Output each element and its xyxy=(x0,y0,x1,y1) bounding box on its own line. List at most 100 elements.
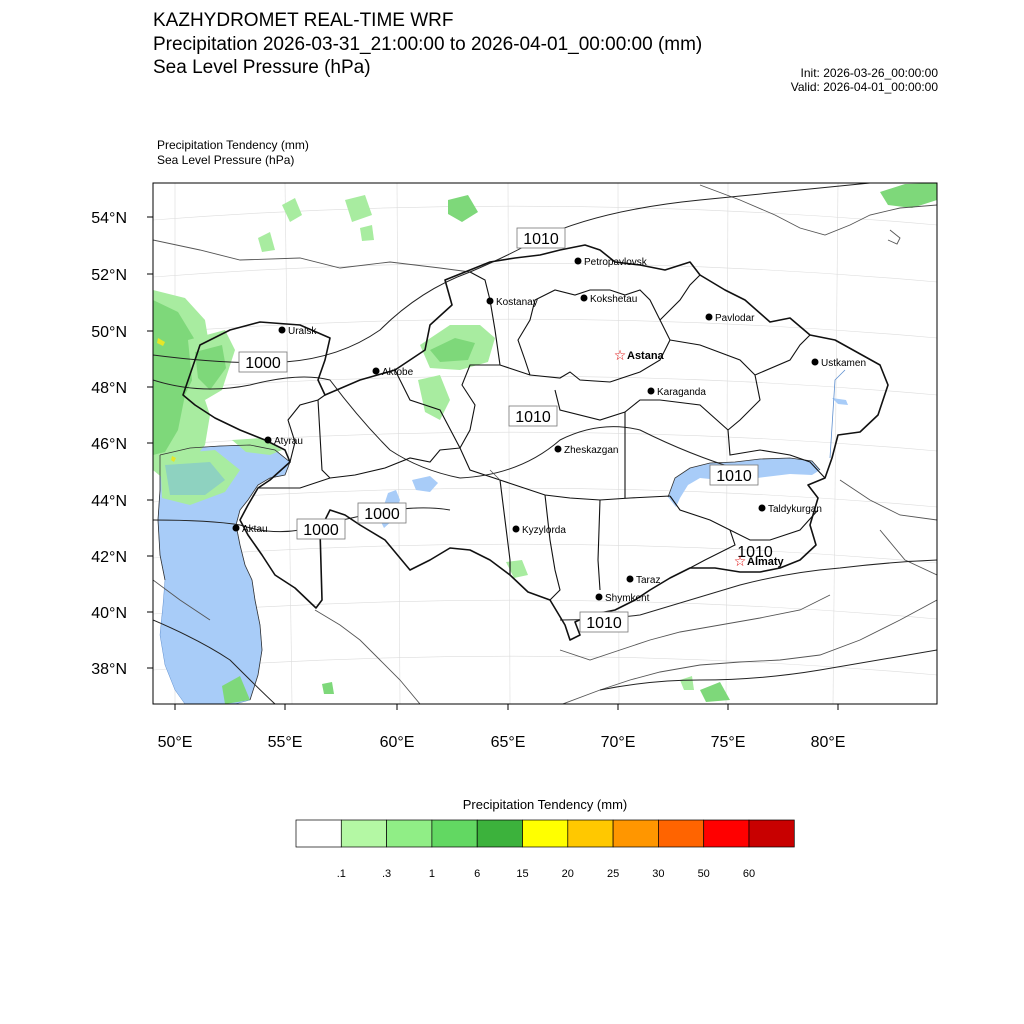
svg-text:1000: 1000 xyxy=(245,355,281,372)
colorbar-box xyxy=(522,819,569,848)
city-shymkent: Shymkent xyxy=(595,593,650,604)
svg-text:Almaty: Almaty xyxy=(747,556,785,568)
svg-text:Karaganda: Karaganda xyxy=(657,387,706,398)
foreign-borders xyxy=(153,184,937,704)
svg-text:Petropavlovsk: Petropavlovsk xyxy=(584,257,648,268)
svg-text:Aktau: Aktau xyxy=(242,524,268,535)
isobar-label: 1000 xyxy=(238,351,288,373)
lat-label: 42°N xyxy=(91,549,127,566)
colorbar-box xyxy=(340,819,387,848)
colorbar-label: 30 xyxy=(652,868,664,880)
svg-text:Kostanay: Kostanay xyxy=(496,297,538,308)
city-ustkamen: Ustkamen xyxy=(811,358,866,369)
lat-label: 44°N xyxy=(91,493,127,510)
axis-ticks xyxy=(147,216,839,710)
svg-text:1010: 1010 xyxy=(737,544,773,561)
colorbar-label: 50 xyxy=(698,868,710,880)
svg-text:Shymkent: Shymkent xyxy=(605,593,650,604)
aral-sea-north xyxy=(412,476,438,492)
map-content xyxy=(153,183,937,704)
lat-label: 54°N xyxy=(91,210,127,227)
colorbar-label: 20 xyxy=(562,868,574,880)
pressure-title: Sea Level Pressure (hPa) xyxy=(153,57,371,78)
colorbar-box xyxy=(748,819,795,848)
colorbar-label: 6 xyxy=(474,868,480,880)
city-taldykurgan: Taldykurgan xyxy=(758,504,822,515)
lake-balkhash xyxy=(668,458,820,507)
colorbar-box xyxy=(658,819,705,848)
lon-label: 55°E xyxy=(268,734,303,751)
city-atyrau: Atyrau xyxy=(264,436,303,447)
svg-text:Pavlodar: Pavlodar xyxy=(715,313,755,324)
svg-text:Aktobe: Aktobe xyxy=(382,367,414,378)
svg-text:1010: 1010 xyxy=(523,231,559,248)
lon-label: 50°E xyxy=(158,734,193,751)
svg-text:1010: 1010 xyxy=(515,409,551,426)
valid-time: Valid: 2026-04-01_00:00:00 xyxy=(790,80,938,94)
svg-text:Zheskazgan: Zheskazgan xyxy=(564,445,618,456)
legend-title: Precipitation Tendency (mm) xyxy=(463,797,628,812)
city-kokshetau: Kokshetau xyxy=(580,294,637,305)
lat-label: 38°N xyxy=(91,661,127,678)
isobar-label: 1010 xyxy=(508,405,558,427)
svg-text:1010: 1010 xyxy=(586,615,622,632)
capital-star-icon: ☆ xyxy=(734,553,747,569)
colorbar-labels: .1 .3 1 6 15 20 25 30 50 60 xyxy=(337,868,755,880)
svg-text:Uralsk: Uralsk xyxy=(288,326,317,337)
city-aktau: Aktau xyxy=(232,524,268,535)
svg-text:Astana: Astana xyxy=(627,350,665,362)
precipitation-period-title: Precipitation 2026-03-31_21:00:00 to 202… xyxy=(153,34,703,55)
svg-text:Kyzylorda: Kyzylorda xyxy=(522,525,566,536)
city-aktobe: Aktobe xyxy=(372,367,414,378)
colorbar-box xyxy=(431,819,478,848)
colorbar-box xyxy=(612,819,659,848)
precipitation-field xyxy=(153,183,937,704)
svg-text:Ustkamen: Ustkamen xyxy=(821,358,866,369)
svg-text:Kokshetau: Kokshetau xyxy=(590,294,637,305)
city-zheskazgan: Zheskazgan xyxy=(554,445,618,456)
svg-text:1000: 1000 xyxy=(303,522,339,539)
svg-text:Atyrau: Atyrau xyxy=(274,436,303,447)
capital-star-icon: ☆ xyxy=(614,347,627,363)
city-karaganda: Karaganda xyxy=(647,387,706,398)
isobar-label: 1000 xyxy=(357,502,407,524)
colorbar-box xyxy=(295,819,342,848)
city-kostanay: Kostanay xyxy=(486,297,538,308)
city-petropavlovsk: Petropavlovsk xyxy=(574,257,648,268)
colorbar-label: 15 xyxy=(516,868,528,880)
field-label-pressure: Sea Level Pressure (hPa) xyxy=(157,153,295,167)
colorbar-label: 1 xyxy=(429,868,435,880)
isobar-label: 1010 xyxy=(709,464,759,486)
isobar-label: 1000 xyxy=(296,518,346,540)
colorbar-box xyxy=(703,819,750,848)
svg-text:1010: 1010 xyxy=(716,468,752,485)
isobar-label: 1010 xyxy=(579,611,629,633)
colorbar-box xyxy=(567,819,614,848)
city-taraz: Taraz xyxy=(626,575,660,586)
isobar-label: 1010 xyxy=(737,544,773,561)
colorbar-label: 25 xyxy=(607,868,619,880)
city-pavlodar: Pavlodar xyxy=(705,313,755,324)
latitude-labels: 54°N 52°N 50°N 48°N 46°N 44°N 42°N 40°N … xyxy=(91,210,127,678)
field-label-precip: Precipitation Tendency (mm) xyxy=(157,138,309,152)
river-irtysh xyxy=(829,369,846,459)
colorbar-box xyxy=(386,819,433,848)
init-time: Init: 2026-03-26_00:00:00 xyxy=(800,66,938,80)
svg-text:Taldykurgan: Taldykurgan xyxy=(768,504,822,515)
lat-label: 40°N xyxy=(91,605,127,622)
colorbar-box xyxy=(476,819,523,848)
lon-label: 80°E xyxy=(811,734,846,751)
city-kyzylorda: Kyzylorda xyxy=(512,525,566,536)
product-title: KAZHYDROMET REAL-TIME WRF xyxy=(153,10,454,31)
colorbar-label: 60 xyxy=(743,868,755,880)
lat-label: 46°N xyxy=(91,436,127,453)
svg-text:Taraz: Taraz xyxy=(636,575,660,586)
colorbar-label: .3 xyxy=(382,868,391,880)
city-almaty: ☆ Almaty xyxy=(734,553,785,569)
lon-label: 75°E xyxy=(711,734,746,751)
city-uralsk: Uralsk xyxy=(278,326,317,337)
isobar-label: 1010 xyxy=(516,227,566,249)
kazakhstan-border xyxy=(182,244,889,641)
city-astana: ☆ Astana xyxy=(614,347,665,363)
